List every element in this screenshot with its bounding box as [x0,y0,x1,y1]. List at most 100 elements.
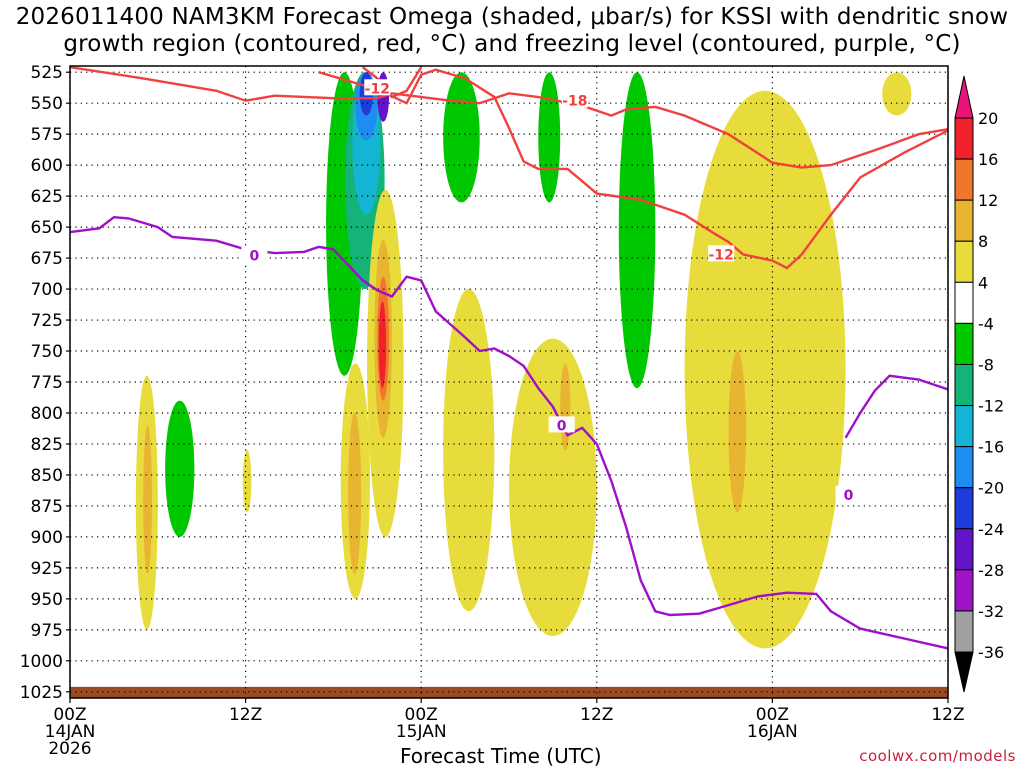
y-tick-label: 875 [31,497,63,517]
y-tick-label: 925 [31,559,63,579]
dotted-grid [69,66,949,698]
omega-region-4-8 [882,72,912,116]
y-tick-label: 900 [31,528,63,548]
colorbar-swatch [954,528,974,571]
x-tick-label: 12Z [931,705,964,725]
contour-label-bg [835,485,862,502]
colorbar-swatch [954,363,974,407]
x-tick-label: 15JAN [396,722,447,742]
colorbar-swatch [954,281,974,324]
contour-label: 0 [250,249,260,265]
y-tick-label: 525 [31,63,63,83]
omega-region-8-12 [560,363,571,451]
omega-region-neg8-neg4 [618,72,656,389]
omega-region-4-8 [443,289,495,612]
y-tick-label: 975 [31,621,63,641]
colorbar-swatch [954,405,974,448]
colorbar-label: 20 [978,109,998,128]
colorbar-swatch [954,322,974,365]
colorbar-swatch [954,610,974,653]
chart-title-line2: growth region (contoured, red, °C) and f… [63,31,961,57]
x-tick-label: 00Z [405,705,438,725]
omega-region-4-8 [684,90,846,649]
omega-region-4-8 [509,338,597,637]
y-tick-label: 1025 [20,683,63,703]
y-tick-label: 750 [31,342,63,362]
contour-label-bg [364,79,391,96]
contour-label-bg [241,246,268,263]
colorbar-top-triangle [954,75,974,119]
y-tick-label: 725 [31,311,63,331]
colorbar-swatch [954,117,974,160]
contour-label-bg [561,91,588,108]
y-axis: 525 550 575 600 625 650 675 700 725 750 775 800 825 8… [20,63,70,703]
y-tick-label: 1000 [20,652,63,672]
contour-label-bg [708,245,735,262]
x-tick-label: 2026 [48,739,91,759]
y-tick-label: 775 [31,373,63,393]
colorbar-label: 4 [978,273,988,292]
y-tick-label: 825 [31,435,63,455]
contour-label: 0 [557,418,567,434]
colorbar-swatch [954,199,974,242]
credit-link[interactable]: coolwx.com/models [859,747,1016,765]
colorbar-swatch [954,240,974,283]
colorbar-bottom-triangle [954,651,974,693]
colorbar-swatch [954,569,974,612]
omega-region-8-12 [728,351,747,513]
colorbar-label: -4 [978,314,994,333]
colorbar-label: -12 [978,397,1004,416]
y-tick-label: 600 [31,156,63,176]
omega-region-16-20 [378,301,387,389]
y-tick-label: 800 [31,404,63,424]
colorbar-label: 12 [978,191,998,210]
y-tick-label: 550 [31,94,63,114]
x-tick-label: 12Z [580,705,613,725]
x-tick-label: 16JAN [747,722,798,742]
colorbar-label: -36 [978,643,1004,662]
omega-region-neg8-neg4 [443,72,480,203]
colorbar-label: 8 [978,232,988,251]
y-tick-label: 700 [31,280,63,300]
x-tick-label: 00Z [53,705,86,725]
chart-title-line1: 2026011400 NAM3KM Forecast Omega (shaded… [15,4,1009,30]
omega-region-4-8 [242,450,252,513]
x-tick-label: 12Z [229,705,262,725]
omega-region-neg8-neg4 [165,400,195,537]
terrain-fill [70,686,948,698]
x-tick-label: 00Z [756,705,789,725]
y-tick-label: 950 [31,590,63,610]
colorbar-label: -32 [978,602,1004,621]
dgz-contour-line [318,68,948,270]
colorbar-label: -16 [978,438,1004,457]
y-tick-label: 625 [31,187,63,207]
x-axis-title: Forecast Time (UTC) [400,744,602,768]
contour-label-bg [548,416,575,433]
colorbar-swatch [954,487,974,530]
omega-region-8-12 [348,412,362,575]
colorbar-label: -24 [978,520,1004,539]
y-tick-label: 675 [31,249,63,269]
colorbar-label: -28 [978,561,1004,580]
x-tick-label: 14JAN [45,722,96,742]
y-tick-label: 575 [31,125,63,145]
y-tick-label: 650 [31,218,63,238]
colorbar-label: -8 [978,355,994,374]
omega-region-8-12 [143,425,152,575]
contour-label: -12 [365,81,390,97]
contour-label: 0 [844,488,854,504]
freezing-level-line [844,374,948,439]
colorbar: 20 16 12 8 4 -4 -8 -12 -16 -20 -24 -28 -32 -36 [954,75,1004,693]
contour-label: -12 [709,247,734,263]
terrain-layer [70,686,948,698]
omega-region-neg8-neg4 [538,72,561,203]
dgz-contour-line [70,66,948,169]
dgz-contour-line [361,66,423,99]
colorbar-label: -20 [978,479,1004,498]
chart-title: 2026011400 NAM3KM Forecast Omega (shaded… [0,4,1024,58]
contour-label: -18 [562,94,587,110]
y-tick-label: 850 [31,466,63,486]
colorbar-label: 16 [978,150,998,169]
